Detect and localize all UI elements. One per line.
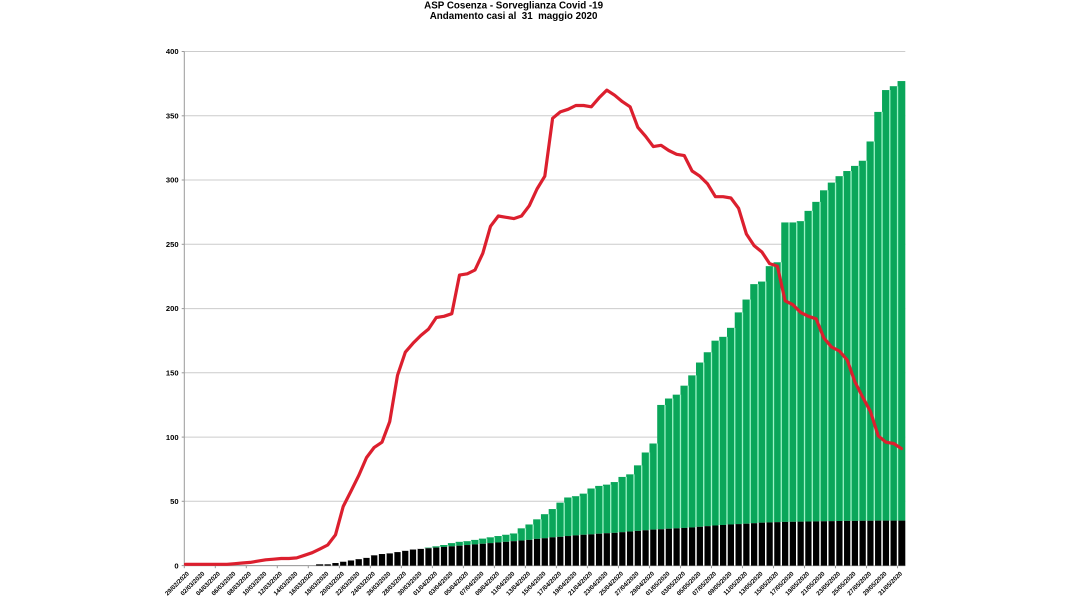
svg-text:0: 0 (174, 561, 178, 570)
svg-text:250: 250 (166, 240, 179, 249)
svg-text:400: 400 (166, 47, 179, 56)
svg-text:350: 350 (166, 112, 179, 121)
svg-text:ASP Cosenza - Sorveglianza Cov: ASP Cosenza - Sorveglianza Covid -19 (424, 0, 603, 11)
svg-text:200: 200 (166, 304, 179, 313)
svg-text:50: 50 (170, 497, 178, 506)
svg-text:Andamento casi al 31 maggio: Andamento casi al 31 maggio 2020 (430, 11, 598, 22)
svg-text:300: 300 (166, 176, 179, 185)
svg-text:150: 150 (166, 369, 179, 378)
svg-text:100: 100 (166, 433, 179, 442)
